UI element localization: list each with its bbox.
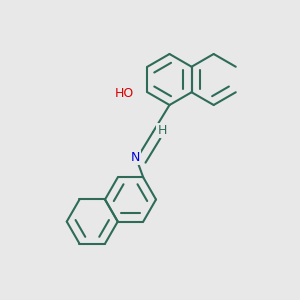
Text: HO: HO <box>115 87 134 100</box>
Text: H: H <box>157 124 167 137</box>
Text: N: N <box>130 151 140 164</box>
